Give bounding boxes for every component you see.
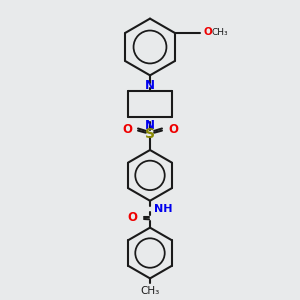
Text: CH₃: CH₃ <box>211 28 228 37</box>
Text: N: N <box>145 79 155 92</box>
Text: S: S <box>145 127 155 141</box>
Text: O: O <box>128 211 138 224</box>
Text: O: O <box>122 123 132 136</box>
Text: O: O <box>168 123 178 136</box>
Text: CH₃: CH₃ <box>140 286 160 296</box>
Text: O: O <box>203 28 212 38</box>
Text: NH: NH <box>154 204 173 214</box>
Text: N: N <box>145 119 155 132</box>
